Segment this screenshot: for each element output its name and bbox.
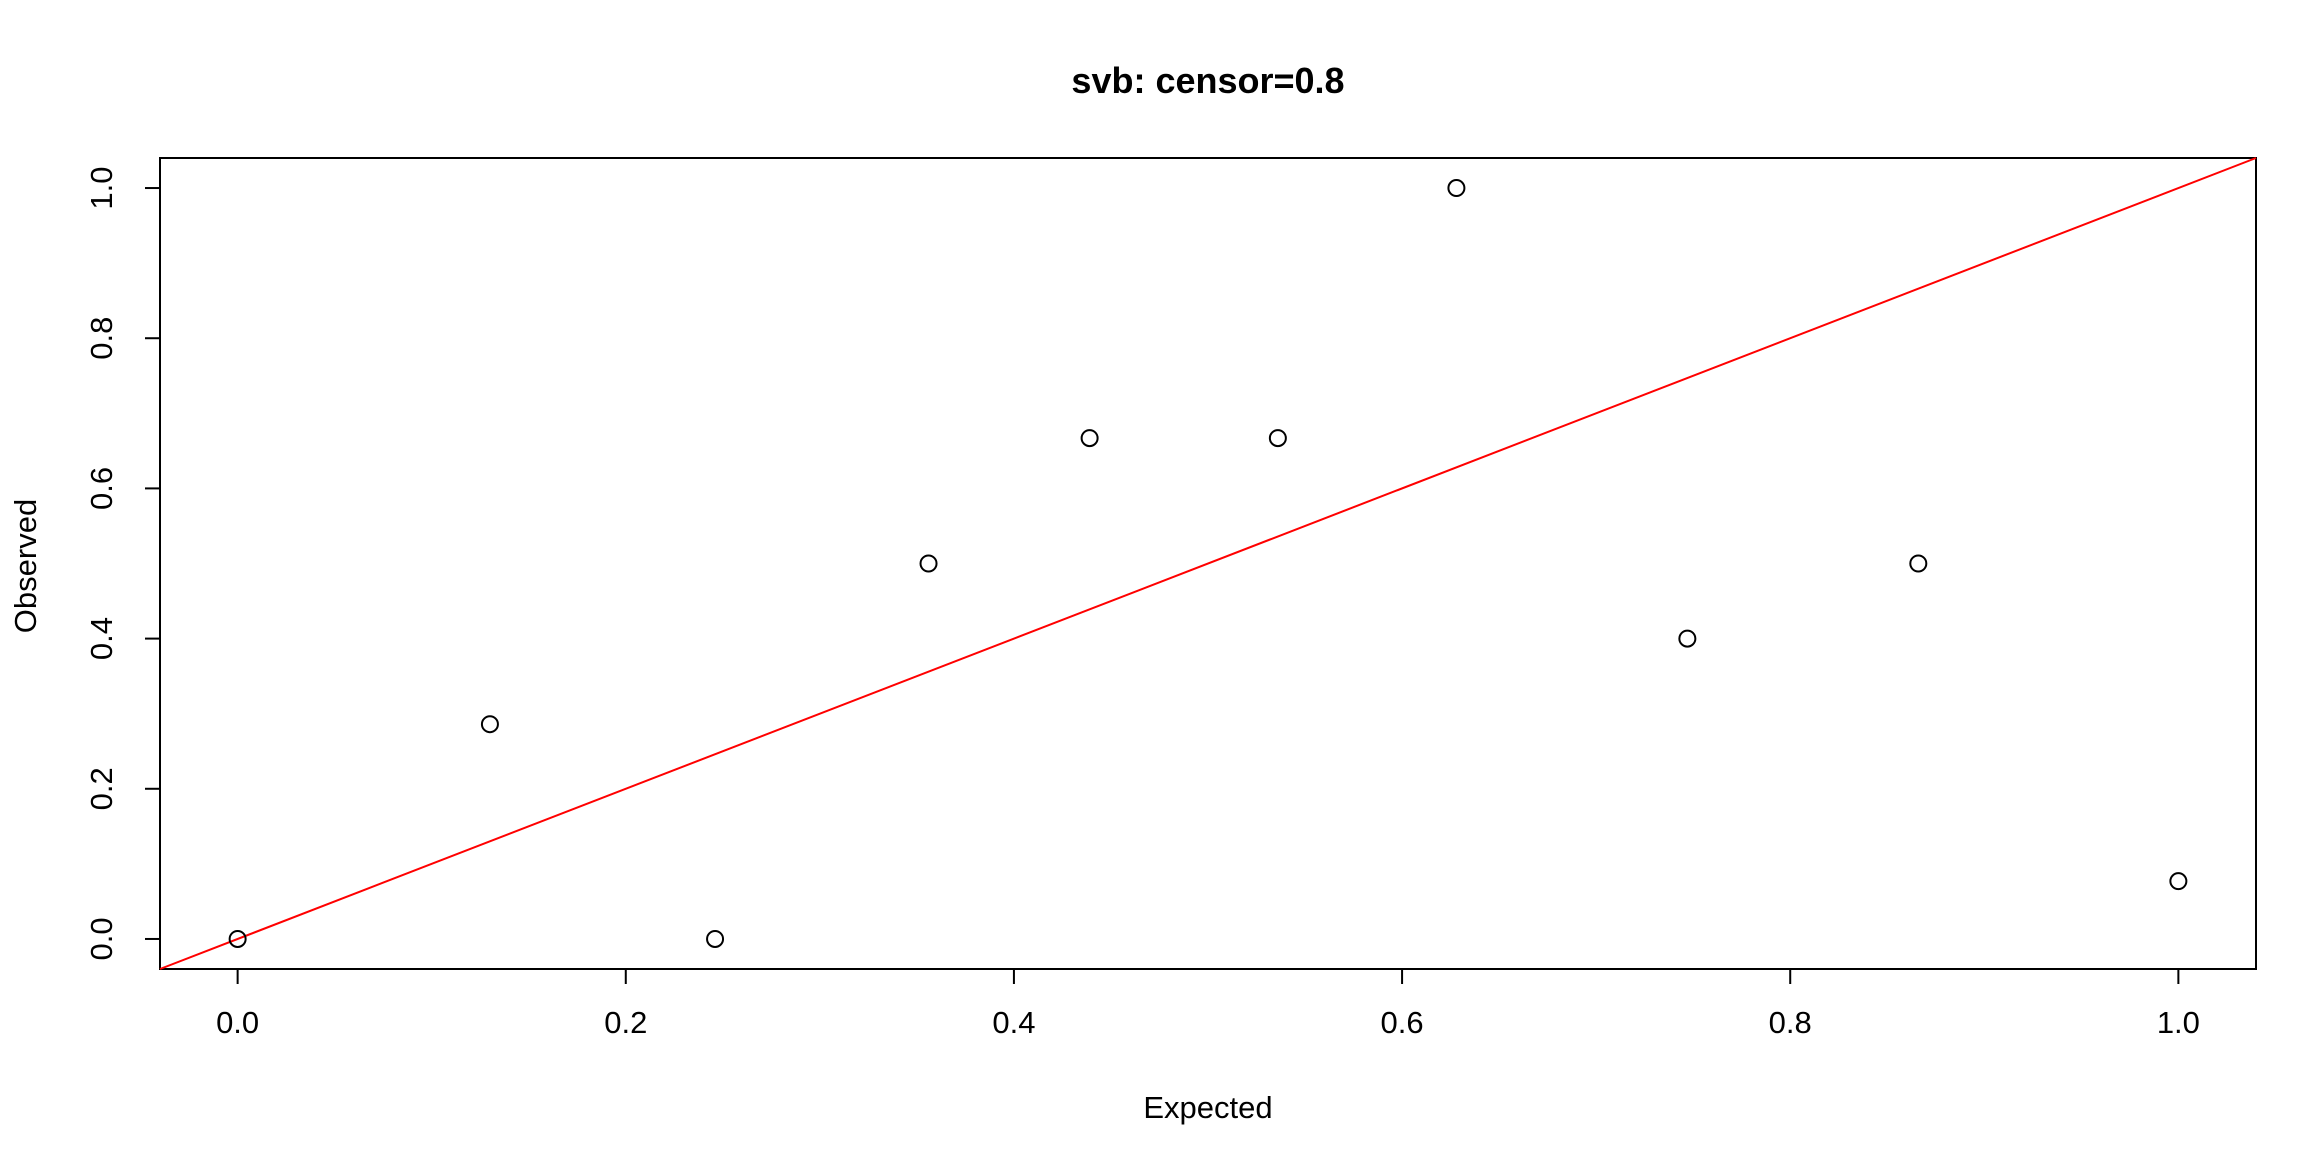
data-point (706, 929, 725, 948)
x-axis: 0.0 0.2 0.4 0.6 0.8 1.0 (216, 968, 2200, 1040)
data-point (1447, 179, 1466, 198)
y-tick-label: 0.4 (84, 617, 119, 660)
reference-line-layer (159, 157, 2257, 970)
y-tick-label: 0.0 (84, 917, 119, 960)
x-axis-title: Expected (1143, 1090, 1272, 1125)
x-tick-label: 0.4 (992, 1005, 1035, 1040)
points-layer (228, 179, 2188, 948)
chart-title: svb: censor=0.8 (1071, 60, 1344, 101)
data-point (1678, 629, 1697, 648)
x-tick-label: 0.0 (216, 1005, 259, 1040)
x-tick-label: 0.2 (604, 1005, 647, 1040)
y-tick-label: 0.2 (84, 767, 119, 810)
y-axis: 0.0 0.2 0.4 0.6 0.8 1.0 (84, 166, 161, 961)
y-axis-title: Observed (8, 499, 43, 633)
y-tick-label: 0.6 (84, 467, 119, 510)
data-point (1268, 429, 1287, 448)
reference-line (159, 157, 2257, 970)
data-point (228, 929, 247, 948)
y-tick-label: 1.0 (84, 166, 119, 209)
data-point (919, 554, 938, 573)
data-point (480, 715, 499, 734)
x-tick-label: 0.6 (1381, 1005, 1424, 1040)
data-point (1080, 429, 1099, 448)
data-point (2169, 872, 2188, 891)
x-tick-label: 0.8 (1769, 1005, 1812, 1040)
data-point (1909, 554, 1928, 573)
y-tick-label: 0.8 (84, 317, 119, 360)
x-tick-label: 1.0 (2157, 1005, 2200, 1040)
